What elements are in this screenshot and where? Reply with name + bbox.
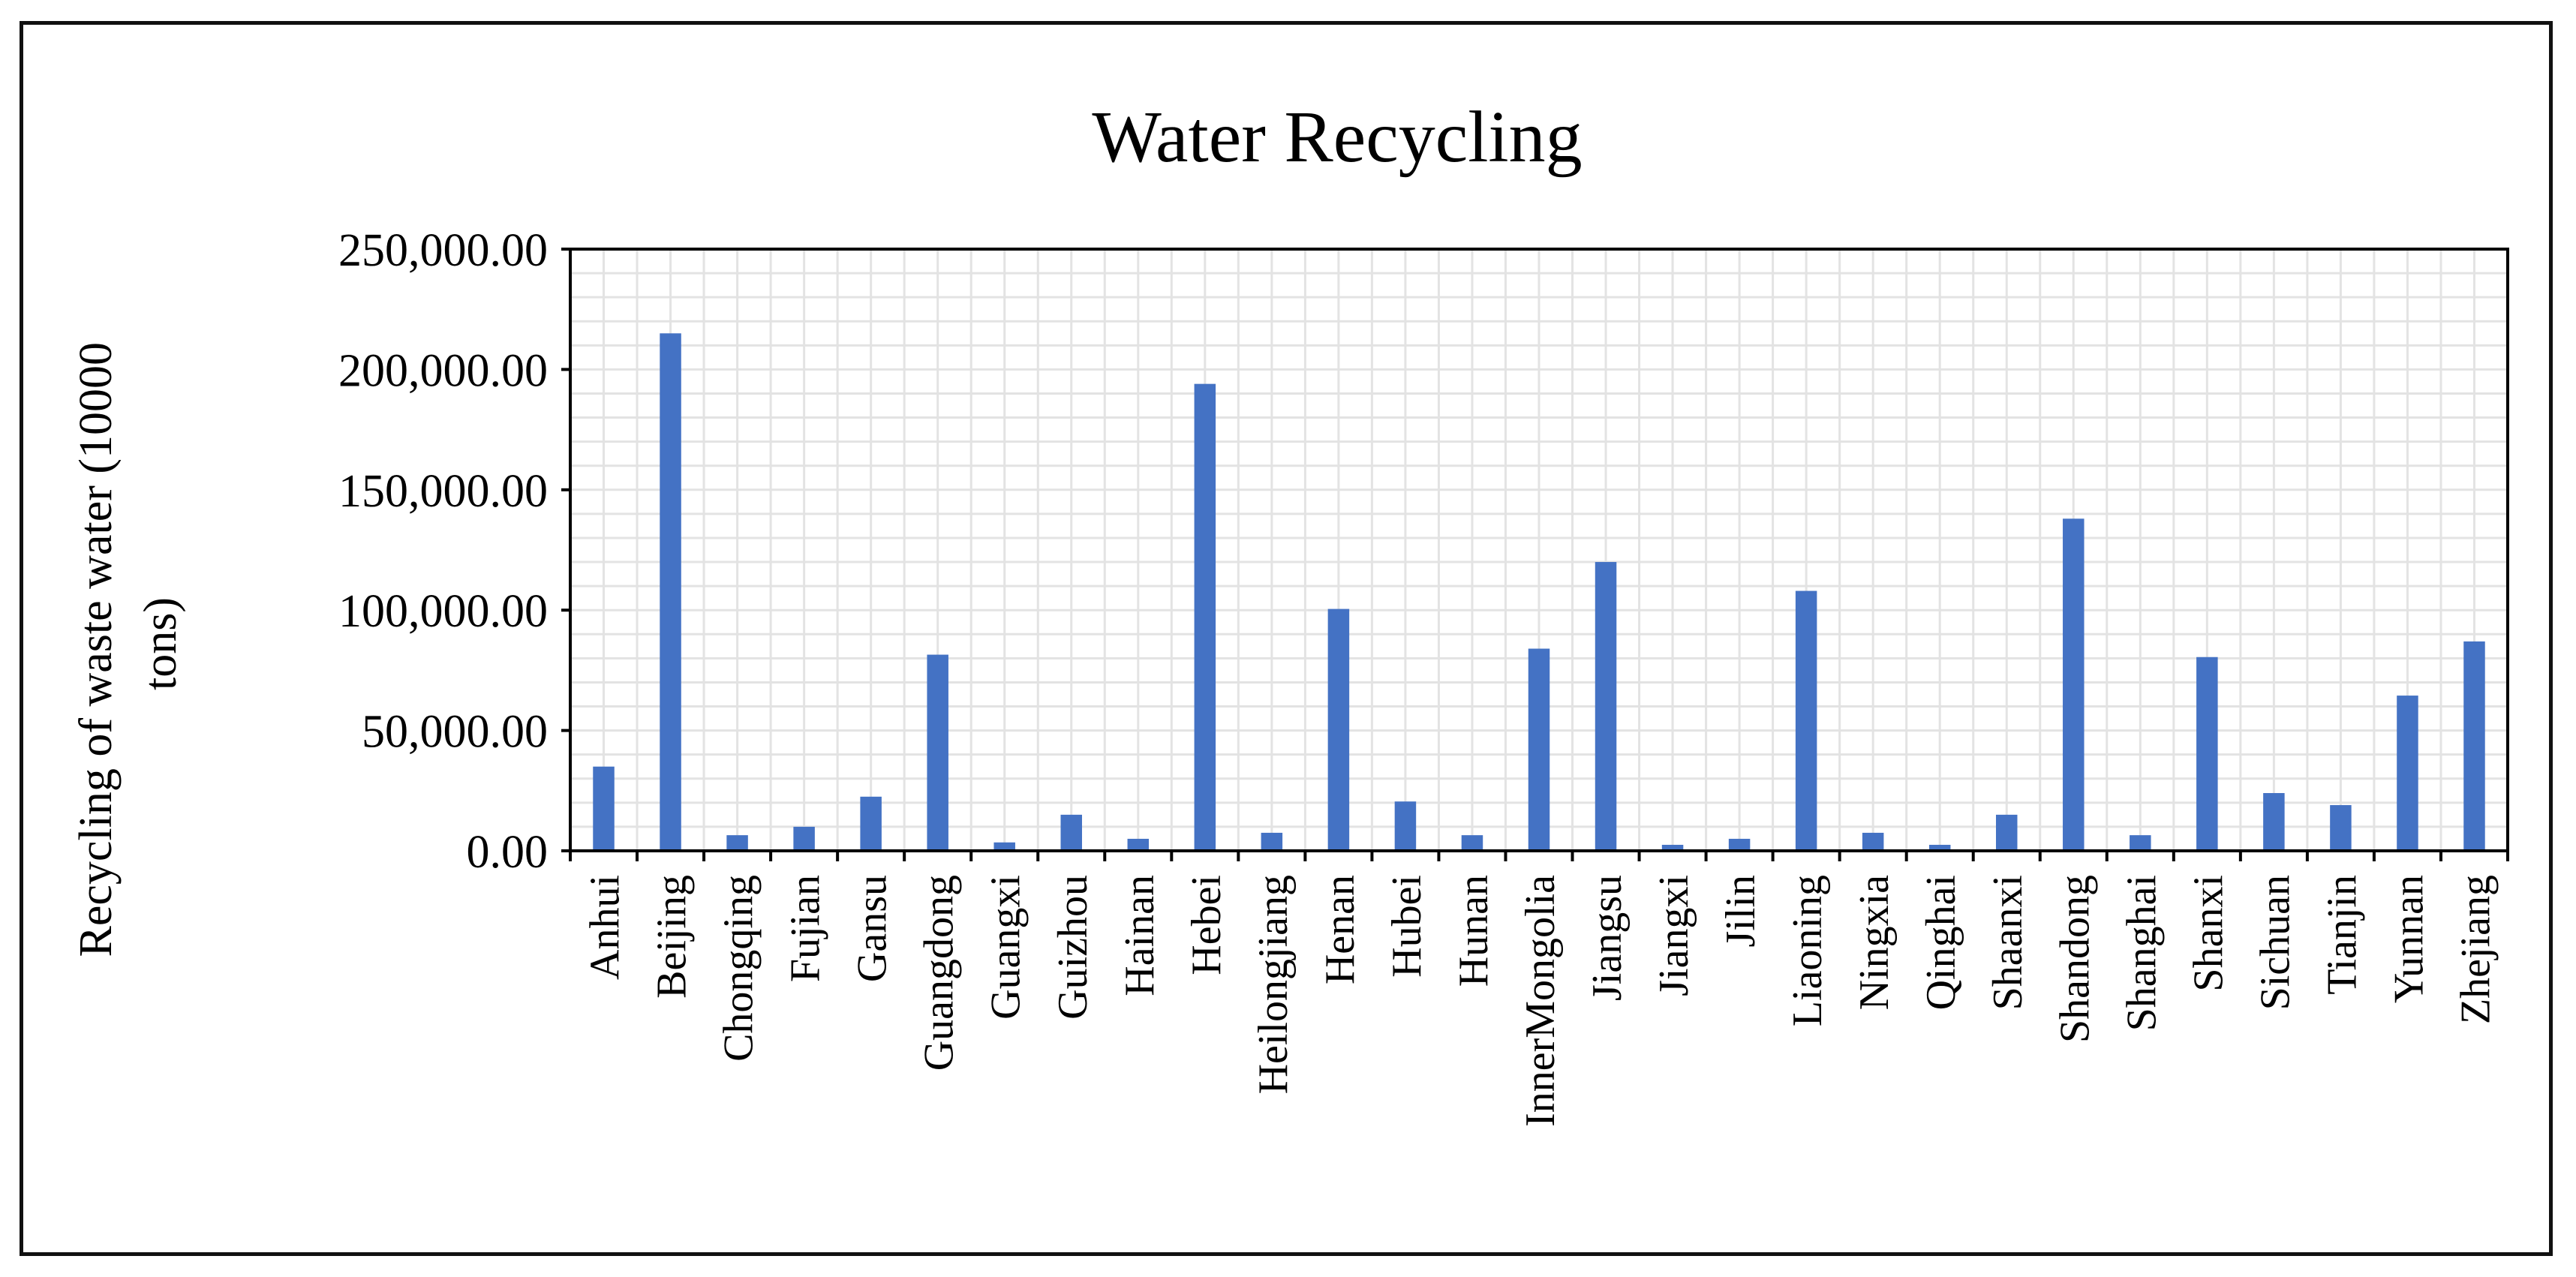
x-tick-label-guizhou: Guizhou [1050, 875, 1096, 1020]
bar-chongqing [726, 835, 748, 851]
chart-title: Water Recycling [1092, 97, 1582, 178]
x-tick-label-shandong: Shandong [2051, 875, 2098, 1043]
y-axis-label-line-1: Recycling of waste water (10000 [71, 342, 122, 957]
bar-jiangsu [1595, 562, 1617, 851]
y-tick-label: 250,000.00 [338, 225, 548, 276]
bar-sichuan [2263, 793, 2285, 851]
x-tick-label-hubei: Hubei [1384, 875, 1430, 978]
chart-frame [20, 21, 2553, 1256]
x-tick-label-innermongolia: InnerMongolia [1517, 875, 1564, 1127]
y-tick-label: 200,000.00 [338, 345, 548, 396]
x-axis-ticks: Anhui Beijing Chongqing Fujian Gansu Guangdon… [569, 851, 2509, 1127]
bar-guangxi [993, 842, 1015, 851]
bar-heilongjiang [1261, 832, 1283, 851]
bar-tianjin [2330, 805, 2352, 851]
y-tick-label: 100,000.00 [338, 586, 548, 637]
bar-qinghai [1928, 844, 1951, 851]
x-tick-label-shanghai: Shanghai [2118, 875, 2165, 1031]
grid [570, 249, 2508, 851]
bar-ningxia [1862, 832, 1884, 851]
x-tick-label-hunan: Hunan [1450, 875, 1497, 987]
bar-gansu [860, 796, 882, 851]
x-tick-label-yunnan: Yunnan [2385, 875, 2432, 1003]
x-tick-label-qinghai: Qinghai [1918, 875, 1964, 1010]
bar-hainan [1127, 838, 1150, 851]
bar-guizhou [1060, 814, 1083, 851]
bar-shanxi [2196, 657, 2218, 851]
bar-hunan [1461, 835, 1483, 851]
x-tick-label-anhui: Anhui [582, 875, 629, 980]
y-axis-ticks: 0.00 50,000.00 100,000.00 150,000.00 200,000… [338, 225, 570, 878]
y-axis-label: Recycling of waste water (10000 tons) [71, 330, 186, 957]
x-tick-label-guangxi: Guangxi [983, 875, 1029, 1020]
bar-hubei [1394, 801, 1417, 851]
bar-liaoning [1795, 590, 1817, 851]
bar-shandong [2063, 518, 2085, 851]
x-tick-label-henan: Henan [1317, 875, 1363, 984]
bar-jilin [1728, 838, 1751, 851]
y-tick-label: 0.00 [467, 827, 549, 878]
x-tick-label-zhejiang: Zhejiang [2452, 875, 2499, 1024]
x-tick-label-jiangsu: Jiangsu [1584, 875, 1631, 1001]
x-tick-label-fujian: Fujian [783, 875, 829, 982]
x-tick-label-ningxia: Ningxia [1851, 875, 1898, 1011]
x-tick-label-beijing: Beijing [649, 875, 696, 999]
bar-fujian [793, 826, 815, 851]
bar-anhui [593, 766, 615, 851]
x-tick-label-tianjin: Tianjin [2319, 875, 2365, 995]
x-tick-label-jiangxi: Jiangxi [1651, 875, 1697, 996]
y-tick-label: 50,000.00 [362, 707, 548, 758]
y-tick-label: 150,000.00 [338, 466, 548, 517]
bar-hebei [1194, 383, 1216, 851]
bar-henan [1327, 608, 1350, 851]
plot-area-border [569, 248, 2509, 852]
bar-guangdong [927, 654, 948, 851]
bar-shaanxi [1995, 814, 2018, 851]
x-tick-label-shanxi: Shanxi [2185, 875, 2232, 992]
x-tick-label-liaoning: Liaoning [1784, 875, 1831, 1026]
x-tick-label-hainan: Hainan [1117, 875, 1163, 996]
x-tick-label-chongqing: Chongqing [716, 875, 762, 1062]
x-tick-label-shaanxi: Shaanxi [1985, 875, 2031, 1010]
x-tick-label-hebei: Hebei [1183, 875, 1230, 975]
x-tick-label-heilongjiang: Heilongjiang [1250, 875, 1297, 1094]
bar-yunnan [2397, 696, 2418, 851]
bar-zhejiang [2463, 641, 2485, 851]
bar-innermongolia [1528, 648, 1550, 851]
y-axis-label-line-2: tons) [135, 597, 186, 690]
x-tick-label-jilin: Jilin [1718, 875, 1764, 947]
x-tick-label-sichuan: Sichuan [2252, 875, 2298, 1010]
x-tick-label-gansu: Gansu [849, 875, 896, 982]
bar-jiangxi [1661, 844, 1684, 851]
x-tick-label-guangdong: Guangdong [916, 875, 963, 1071]
bar-beijing [660, 333, 681, 851]
bar-shanghai [2130, 835, 2151, 851]
bars [593, 333, 2485, 851]
